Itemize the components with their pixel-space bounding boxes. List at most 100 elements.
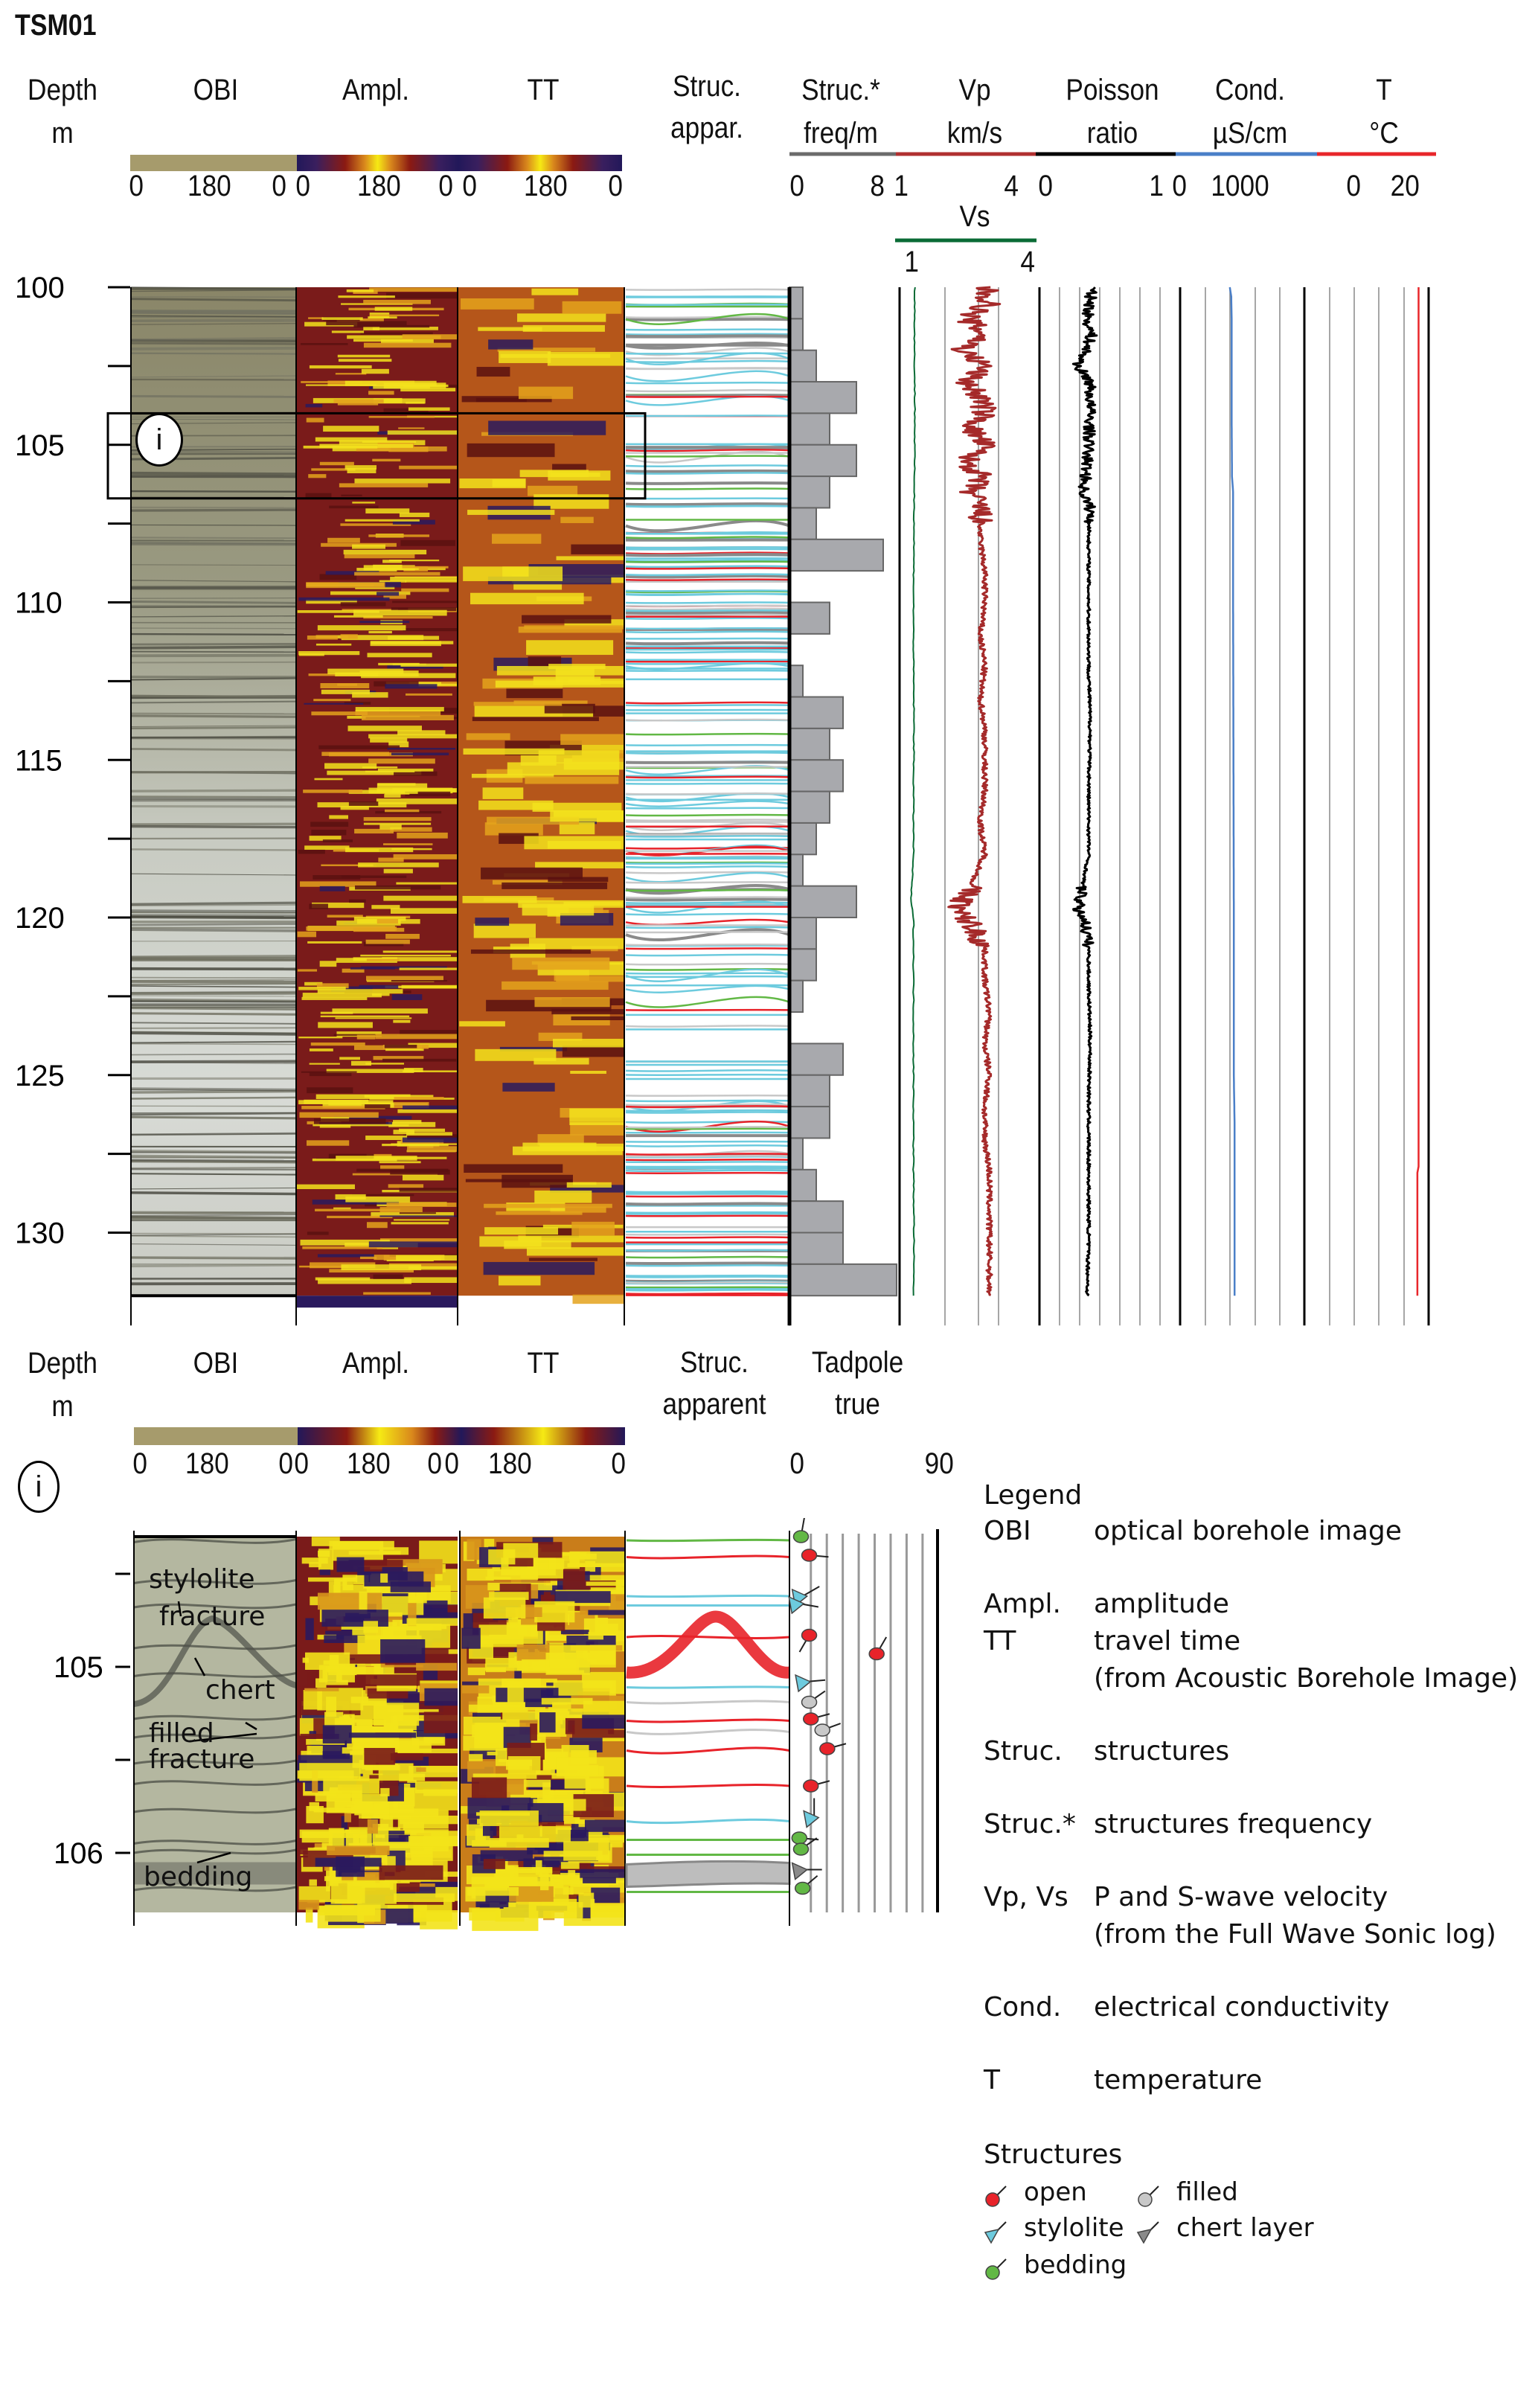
obi-layer-line xyxy=(130,928,297,932)
lower-ampl-image-texture xyxy=(403,1822,424,1834)
legend-abbr: Struc.* xyxy=(984,1809,1076,1839)
ampl-image-texture xyxy=(394,1219,450,1221)
apparent-structure-trace xyxy=(625,984,790,993)
tt-image-texture xyxy=(499,350,551,363)
ampl-image-texture xyxy=(330,591,411,595)
ampl-image-texture xyxy=(363,817,432,822)
tt-image-texture xyxy=(502,1174,573,1188)
lower-tt-image-texture xyxy=(530,1723,537,1741)
lower-obi-layer xyxy=(133,1603,297,1610)
obi-layer-line xyxy=(130,726,297,730)
ampl-image-texture xyxy=(391,752,449,756)
apparent-structure-trace xyxy=(625,1195,790,1198)
ampl-image-texture xyxy=(379,1207,423,1213)
tadpole-stylolite[interactable] xyxy=(788,1595,819,1615)
tadpole-chert[interactable] xyxy=(791,1862,822,1880)
ampl-image-texture xyxy=(315,437,388,442)
ampl-header: Ampl. xyxy=(342,74,409,106)
lower-ampl-image-texture xyxy=(379,1865,443,1880)
log-curve-poisson-ratio xyxy=(1071,286,1098,1297)
obi-layer-line xyxy=(130,967,297,971)
ampl-image-texture xyxy=(298,1037,343,1039)
ampl-image-texture xyxy=(303,445,378,449)
lower-tt-image-texture xyxy=(467,1539,481,1560)
tadpole-open[interactable] xyxy=(801,1549,829,1562)
ampl-image-texture xyxy=(363,299,431,304)
lower-tt-image-texture xyxy=(514,1661,522,1682)
tadpole-head xyxy=(795,1674,812,1693)
tadpole-bedding[interactable] xyxy=(794,1875,818,1895)
obi-layer-line xyxy=(130,904,297,906)
inset-marker-lower[interactable]: i xyxy=(18,1461,60,1513)
tadpole-bedding[interactable] xyxy=(791,1831,819,1845)
obi-layer-line xyxy=(130,1000,297,1003)
apparent-structure-trace xyxy=(625,303,790,307)
tt-image-texture xyxy=(467,443,555,458)
tadpole-stylolite[interactable] xyxy=(803,1798,820,1828)
ampl-image-texture xyxy=(331,330,365,333)
ampl-image-texture xyxy=(394,771,438,776)
tadpole-open[interactable] xyxy=(819,1742,847,1755)
legend-desc: temperature xyxy=(1094,2065,1263,2095)
poisson-tick-1: 1 xyxy=(1149,170,1164,202)
tadpole-header-line1: Tadpole xyxy=(811,1346,904,1379)
inset-box-i[interactable] xyxy=(106,412,647,500)
lower-tt-image-texture xyxy=(468,1754,483,1762)
tt-image-texture xyxy=(535,862,624,868)
ampl-image-texture xyxy=(404,1277,458,1284)
tadpole-bedding[interactable] xyxy=(792,1518,810,1543)
inset-marker-upper[interactable]: i xyxy=(135,413,183,467)
tt-image-texture xyxy=(492,479,526,487)
ampl-image-texture xyxy=(406,401,425,404)
tt-image-texture xyxy=(548,877,609,883)
poisson-header: Poisson ratio xyxy=(1050,68,1174,155)
obi-layer-line xyxy=(130,346,297,350)
ampl-image-texture xyxy=(391,979,447,982)
tadpole-open[interactable] xyxy=(802,1779,830,1793)
apparent-structure-trace xyxy=(625,1274,790,1277)
lower-ampl-image-texture xyxy=(380,1787,390,1796)
lower-obi-colorbar xyxy=(134,1427,298,1445)
ampl-image-texture xyxy=(368,416,435,418)
stylolite-symbol-icon xyxy=(984,2220,1007,2244)
apparent-structure-trace xyxy=(625,388,790,393)
ampl-image-texture xyxy=(298,597,390,601)
tadpole-stylolite[interactable] xyxy=(795,1674,826,1693)
tadpole-filled[interactable] xyxy=(801,1690,826,1709)
ampl-image-texture xyxy=(352,502,376,504)
ampl-image-texture xyxy=(361,368,389,374)
tt-image-texture xyxy=(556,556,624,560)
apparent-structure-open xyxy=(626,1718,790,1723)
legend-desc: travel time (from Acoustic Borehole Image… xyxy=(1094,1626,1519,1694)
ampl-image-texture xyxy=(373,564,403,570)
ampl-image-texture xyxy=(309,836,342,841)
depth-label: 120 xyxy=(15,902,65,935)
apparent-structure-trace xyxy=(625,487,790,490)
lower-obi-layer xyxy=(133,1780,297,1786)
tadpole-bedding[interactable] xyxy=(792,1837,818,1856)
tadpole-open[interactable] xyxy=(798,1628,818,1653)
ampl-image-texture xyxy=(405,791,451,797)
ampl-image-texture xyxy=(333,399,384,403)
ampl-image-texture xyxy=(374,681,419,687)
histogram-bar xyxy=(789,475,830,509)
ampl-image-texture xyxy=(297,609,379,613)
apparent-structure-trace xyxy=(625,394,790,398)
tadpole-open[interactable] xyxy=(802,1712,830,1726)
obi-layer-line xyxy=(130,1053,297,1056)
histogram-bar xyxy=(789,601,830,635)
obi-layer-line xyxy=(130,998,297,1002)
lower-ampl-image-texture xyxy=(382,1566,408,1581)
lower-tt-image-texture xyxy=(485,1658,518,1665)
tadpole-filled[interactable] xyxy=(814,1723,841,1737)
ampl-image-texture xyxy=(306,599,357,604)
vs-tick-1: 1 xyxy=(904,246,919,278)
tt-image-texture xyxy=(559,822,595,835)
tt-image-texture xyxy=(473,702,563,706)
lower-ampl-image-texture xyxy=(377,1682,417,1691)
tadpole-open[interactable] xyxy=(868,1636,888,1661)
lower-ampl-image-texture xyxy=(315,1857,382,1867)
obi-layer-line xyxy=(130,1211,297,1215)
lower-tt-image-texture xyxy=(507,1680,524,1703)
lower-tt-image-texture xyxy=(535,1860,542,1875)
